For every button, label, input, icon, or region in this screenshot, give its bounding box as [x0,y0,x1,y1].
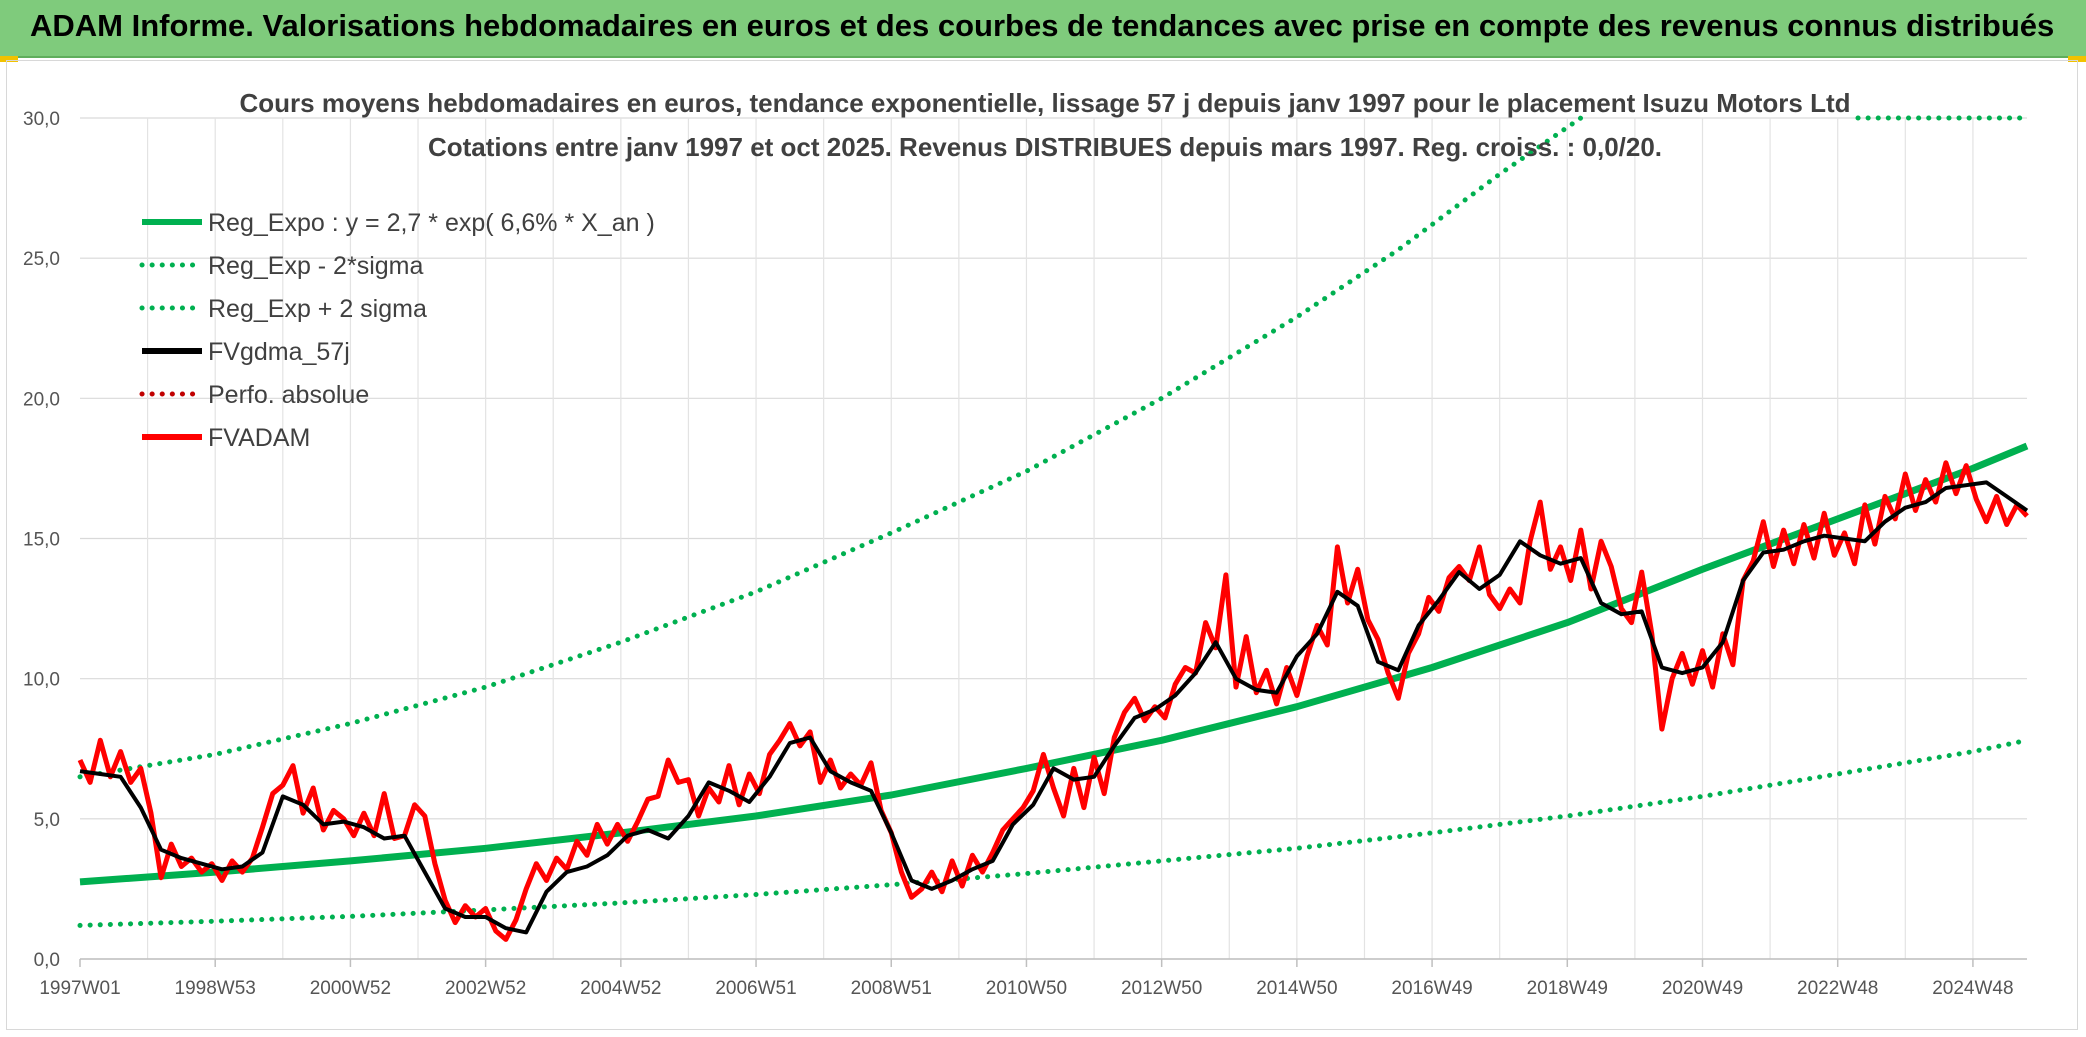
y-tick-label: 30,0 [23,109,60,130]
fvadam-line [77,460,2029,942]
chart-frame [6,60,2078,1030]
chart-legend: Reg_Expo : y = 2,7 * exp( 6,6% * X_an ) R… [139,209,655,452]
fvgdma-57j-line [79,480,2029,935]
reg-exp-minus-2sigma-line [77,737,2030,928]
legend-label: FVgdma_57j [208,338,350,366]
x-tick-label: 2002W52 [445,978,526,999]
x-tick-label: 2006W51 [715,978,796,999]
y-axis-ticks: 0,0 5,0 10,0 15,0 20,0 25,0 30,0 [23,109,60,971]
reg-exp-plus-2sigma-line [77,115,1584,780]
chart-title: Cours moyens hebdomadaires en euros, ten… [239,88,1850,118]
y-tick-label: 0,0 [34,950,60,971]
report-title: ADAM Informe. Valorisations hebdomadaire… [30,8,2055,43]
legend-label: Reg_Exp - 2*sigma [208,252,423,280]
x-tick-label: 2008W51 [851,978,932,999]
corner-mark-right [2068,56,2086,62]
legend-label: FVADAM [208,424,310,452]
report-banner: ADAM Informe. Valorisations hebdomadaire… [0,0,2086,58]
corner-mark-left [0,56,18,62]
y-tick-label: 15,0 [23,530,60,551]
y-tick-label: 5,0 [34,810,60,831]
legend-label: Perfo. absolue [208,381,369,409]
x-tick-label: 2020W49 [1662,978,1743,999]
x-tick-label: 2016W49 [1391,978,1472,999]
x-tick-label: 2014W50 [1256,978,1337,999]
legend-label: Reg_Exp + 2 sigma [208,295,427,323]
y-tick-label: 20,0 [23,389,60,410]
x-tick-label: 2018W49 [1527,978,1608,999]
chart-subtitle: Cotations entre janv 1997 et oct 2025. R… [428,132,1662,162]
x-tick-label: 1997W01 [39,978,120,999]
legend-label: Reg_Expo : y = 2,7 * exp( 6,6% * X_an ) [208,209,655,237]
y-tick-label: 10,0 [23,670,60,691]
x-tick-label: 2010W50 [986,978,1067,999]
y-tick-label: 25,0 [23,249,60,270]
x-tick-label: 2012W50 [1121,978,1202,999]
x-tick-label: 2024W48 [1932,978,2013,999]
x-tick-label: 2000W52 [310,978,391,999]
x-tick-label: 2022W48 [1797,978,1878,999]
x-tick-label: 1998W53 [175,978,256,999]
x-tick-label: 2004W52 [580,978,661,999]
x-axis-ticks: 1997W01 1998W53 2000W52 2002W52 2004W52 2006W… [39,959,2014,999]
chart-grid [80,117,2027,960]
chart-series [77,115,2030,942]
